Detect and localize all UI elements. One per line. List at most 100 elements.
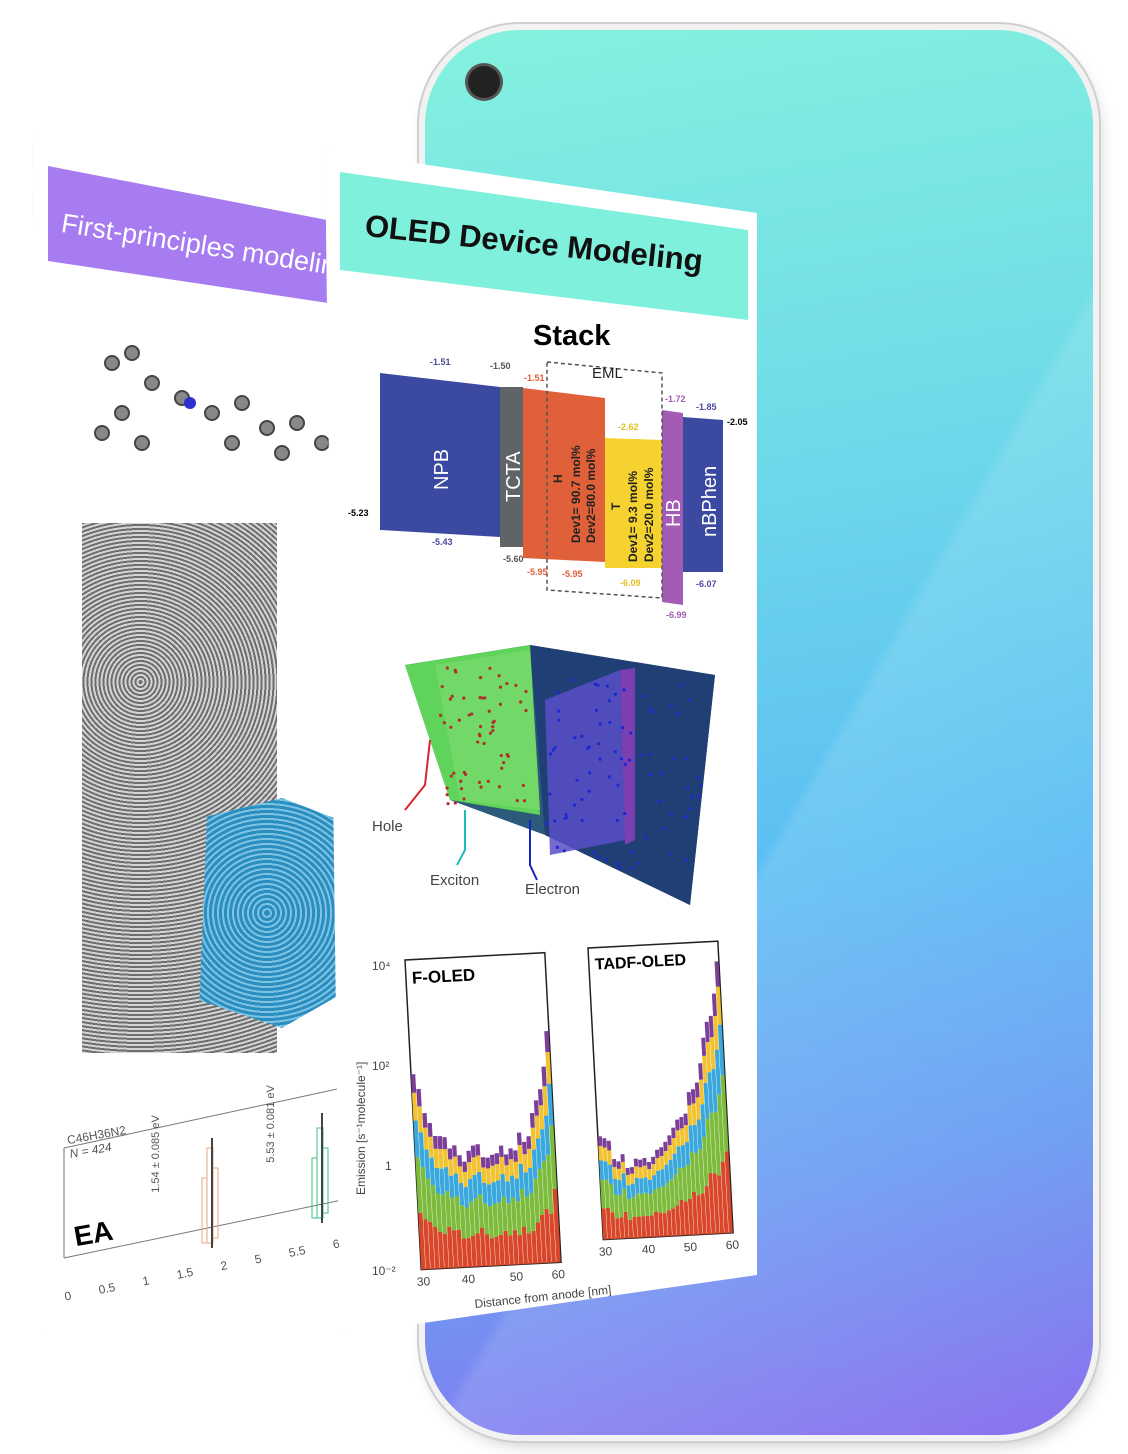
emission-bar-segment <box>608 1164 613 1184</box>
emission-bar-segment <box>648 1193 654 1216</box>
emission-bar-segment <box>420 1166 428 1220</box>
hole-particle <box>499 753 503 758</box>
emission-bar-segment <box>501 1196 508 1231</box>
emission-bar-segment <box>508 1159 515 1176</box>
x-tick: 60 <box>551 1267 565 1282</box>
emission-bar-segment <box>625 1167 630 1175</box>
hole-particle <box>446 802 450 806</box>
emission-bar-segment <box>599 1160 605 1180</box>
electron-particle <box>663 827 667 831</box>
emission-bar-segment <box>526 1233 533 1264</box>
emission-bar-segment <box>522 1153 528 1173</box>
emission-bar-segment <box>630 1173 635 1184</box>
emission-bar-segment <box>495 1180 502 1203</box>
emission-bar-segment <box>658 1212 664 1237</box>
electron-particle <box>596 683 600 687</box>
emission-bar-segment <box>413 1120 420 1158</box>
hole-particle <box>479 785 483 789</box>
electron-particle <box>688 807 692 811</box>
emission-bar-segment <box>708 1172 716 1234</box>
emission-bar-segment <box>456 1229 463 1268</box>
emission-bar-segment <box>540 1129 546 1162</box>
chart-title-f-oled: F-OLED <box>411 965 475 987</box>
emission-bar-segment <box>481 1167 487 1183</box>
emission-bar-segment <box>449 1175 455 1198</box>
y-tick: 10² <box>372 1059 389 1073</box>
electron-particle <box>620 726 625 730</box>
emission-bar-segment <box>505 1181 511 1204</box>
emission-bar-segment <box>717 1094 725 1162</box>
emission-bar-segment <box>676 1146 682 1168</box>
hole-particle <box>521 783 526 788</box>
x-tick: 50 <box>683 1240 697 1255</box>
electron-particle <box>587 789 591 793</box>
emission-bar-segment <box>664 1164 670 1183</box>
hole-particle <box>482 741 486 746</box>
emission-bar-segment <box>687 1105 693 1126</box>
electron-particle <box>557 718 561 722</box>
emission-bar-segment <box>447 1226 454 1269</box>
hole-particle <box>470 712 474 716</box>
emission-bar-segment <box>529 1192 536 1231</box>
electron-particle <box>613 750 617 754</box>
emission-bar-segment <box>642 1157 647 1166</box>
emission-bar-segment <box>445 1190 452 1228</box>
emission-bar-segment <box>428 1136 434 1158</box>
emission-bar-segment <box>626 1185 632 1200</box>
emission-bar-segment <box>459 1205 466 1239</box>
emission-bar-segment <box>457 1155 463 1167</box>
x-tick: 40 <box>461 1272 475 1287</box>
electron-particle <box>616 862 620 866</box>
emission-profile-charts: 10⁴ 10² 1 10⁻² Emission [s⁻¹molecule⁻¹] … <box>354 940 740 1311</box>
emission-bar-segment <box>660 1169 666 1187</box>
layer-h <box>523 388 605 562</box>
emission-bar-segment <box>517 1145 523 1165</box>
emission-bar-segment <box>690 1089 696 1104</box>
electron-particle <box>564 815 569 820</box>
emission-bar-segment <box>659 1147 664 1157</box>
emission-bar-segment <box>504 1165 510 1182</box>
emission-bar-segment <box>645 1215 651 1238</box>
electron-particle <box>615 818 619 822</box>
emission-bar-segment <box>713 1015 719 1050</box>
x-tick: 50 <box>509 1269 523 1284</box>
electron-particle <box>686 786 690 790</box>
crystal-box-illustration <box>199 798 342 1028</box>
electron-particle <box>623 811 627 816</box>
emission-bar-segment <box>544 1115 551 1155</box>
emission-bar-segment <box>427 1122 433 1137</box>
emission-bar-segment <box>709 1112 717 1174</box>
electron-particle <box>676 712 680 716</box>
hole-particle <box>467 713 471 717</box>
hole-particle <box>498 685 503 689</box>
electron-particle <box>629 850 633 854</box>
emission-bar-segment <box>526 1136 532 1149</box>
y-tick: 10⁴ <box>372 959 391 973</box>
electron-particle <box>551 748 555 752</box>
hole-particle <box>449 774 453 778</box>
electron-particle <box>669 812 674 817</box>
emission-bar-segment <box>424 1149 431 1179</box>
hole-particle <box>477 732 482 737</box>
emission-bar-segment <box>696 1119 703 1150</box>
level-label: -6.99 <box>666 610 687 620</box>
emission-bar-segment <box>688 1125 694 1152</box>
emission-bar-segment <box>423 1127 429 1150</box>
camera-icon <box>468 66 500 98</box>
emission-bar-segment <box>617 1179 623 1195</box>
emission-bar-segment <box>494 1153 500 1165</box>
emission-bar-segment <box>675 1130 681 1147</box>
energy-level-stack-diagram: -1.51 -5.43 -5.23 -1.50 -5.60 -1.51 -1.5… <box>348 357 748 620</box>
hole-particle <box>452 771 456 775</box>
emission-bar-segment <box>604 1179 610 1208</box>
electron-particle <box>630 866 634 870</box>
emission-bar-segment <box>443 1167 450 1192</box>
electron-particle <box>685 757 689 761</box>
emission-bar-segment <box>602 1138 607 1148</box>
emission-bar-segment <box>644 1192 650 1217</box>
emission-bar-segment <box>434 1167 441 1194</box>
hole-particle <box>492 719 496 723</box>
emission-bar-segment <box>700 1193 707 1235</box>
emission-bar-segment <box>515 1201 522 1236</box>
emission-bar-segment <box>432 1135 438 1149</box>
